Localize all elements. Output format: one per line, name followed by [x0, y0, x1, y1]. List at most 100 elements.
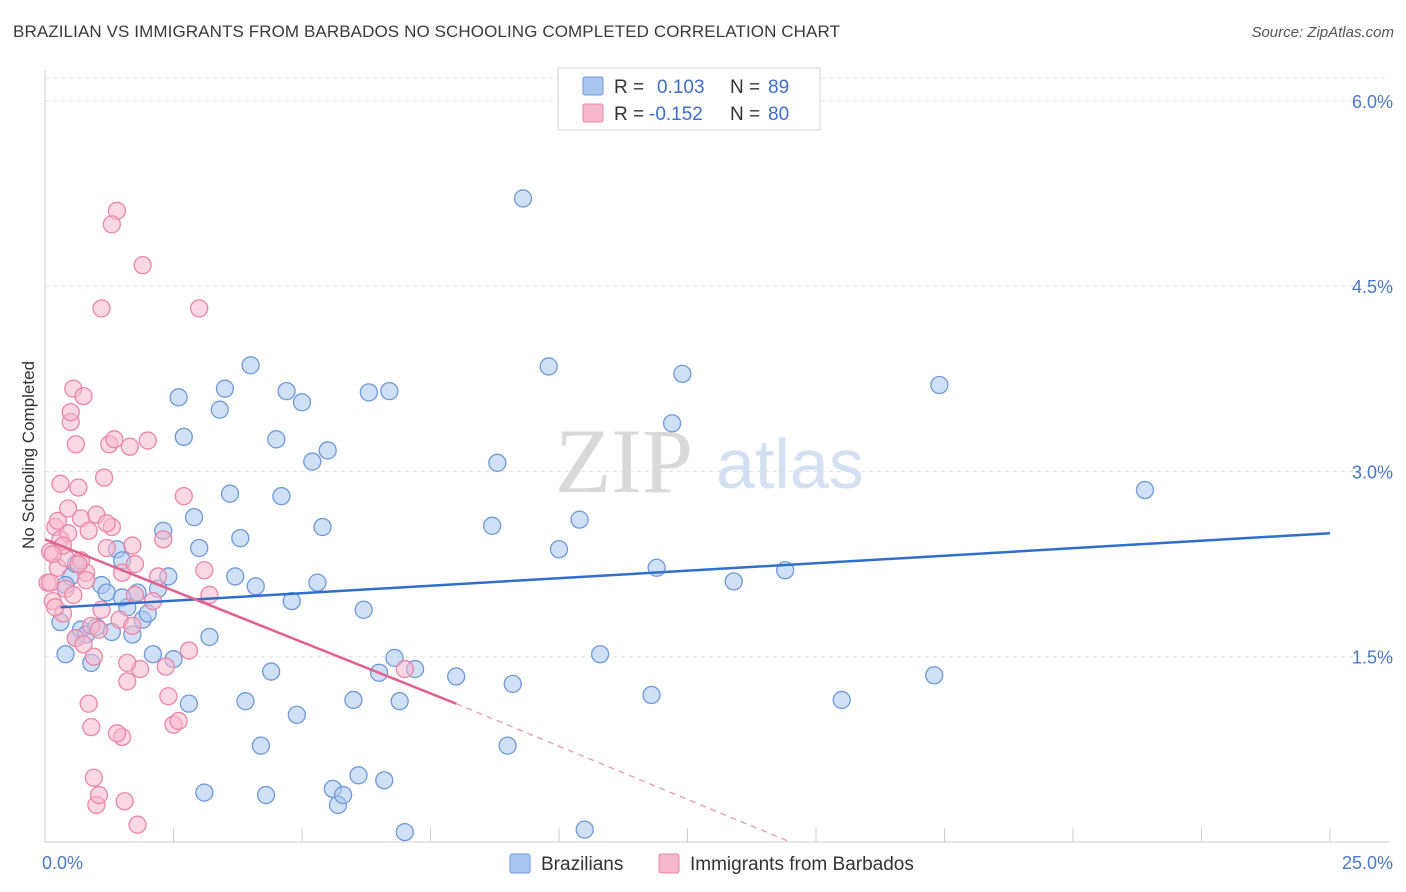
- y-tick-label: 6.0%: [1352, 92, 1393, 112]
- brazilian-point: [267, 430, 286, 449]
- brazilian-point: [832, 690, 851, 710]
- barbados-point: [79, 694, 98, 713]
- brazilian-point: [195, 783, 214, 802]
- brazilian-point: [354, 600, 373, 619]
- barbados-point: [156, 657, 175, 676]
- brazilian-point: [333, 785, 353, 805]
- barbados-point: [74, 386, 93, 406]
- brazilian-point: [313, 517, 332, 537]
- bottom-legend-label-brazilians: Brazilians: [541, 854, 623, 875]
- brazilian-point: [262, 662, 281, 681]
- barbados-point: [40, 573, 60, 592]
- barbados-point: [123, 616, 142, 635]
- brazilian-point: [390, 692, 409, 711]
- barbados-point: [159, 687, 178, 706]
- barbados-point: [174, 486, 193, 506]
- barbados-point: [89, 785, 109, 805]
- brazilian-point: [673, 364, 692, 384]
- y-tick-label: 1.5%: [1352, 648, 1393, 668]
- barbados-point: [133, 256, 152, 275]
- legend-n-value-blue: 89: [768, 77, 789, 98]
- brazilian-point: [231, 528, 250, 548]
- brazilian-point: [210, 400, 229, 419]
- brazilian-point: [241, 356, 260, 375]
- barbados-point: [43, 545, 62, 564]
- x-tick-label-max: 25.0%: [1342, 853, 1393, 873]
- brazilian-point: [215, 379, 235, 398]
- series-barbados: [38, 201, 414, 834]
- brazilian-point: [256, 785, 276, 805]
- barbados-point: [120, 437, 139, 456]
- legend-r-label-blue: R =: [614, 77, 644, 98]
- brazilian-point: [184, 507, 204, 527]
- y-tick-label: 3.0%: [1352, 462, 1393, 482]
- bottom-legend-label-barbados: Immigrants from Barbados: [690, 854, 914, 875]
- barbados-point: [61, 403, 80, 422]
- barbados-point: [138, 431, 157, 450]
- legend-n-label-pink: N =: [730, 104, 760, 125]
- brazilian-point: [190, 538, 209, 558]
- brazilian-point: [503, 674, 522, 694]
- barbados-point: [125, 554, 145, 574]
- brazilian-point: [513, 189, 533, 208]
- bottom-legend-swatch-barbados: [658, 853, 680, 874]
- brazilian-point: [97, 583, 116, 602]
- brazilian-point: [539, 357, 558, 376]
- barbados-point: [123, 536, 142, 555]
- barbados-point: [154, 530, 173, 549]
- brazilian-point: [272, 486, 291, 506]
- brazilian-point: [220, 484, 240, 503]
- legend-r-value-pink: -0.152: [649, 104, 703, 125]
- brazilian-point: [575, 820, 594, 839]
- trend-line-barbados-extrapolated: [455, 703, 791, 843]
- barbados-point: [69, 478, 88, 497]
- barbados-point: [66, 435, 85, 454]
- trend-line-barbados: [44, 538, 457, 705]
- barbados-point: [51, 474, 70, 493]
- legend-n-label-blue: N =: [730, 77, 760, 98]
- brazilian-point: [308, 573, 327, 592]
- brazilian-point: [395, 822, 414, 842]
- brazilian-point: [344, 690, 363, 710]
- brazilian-point: [447, 667, 466, 686]
- legend-r-label-pink: R =: [614, 104, 644, 125]
- barbados-point: [195, 561, 214, 580]
- trend-line-brazilians: [60, 531, 1331, 609]
- barbados-point: [115, 792, 134, 811]
- barbados-point: [107, 724, 127, 743]
- brazilian-point: [662, 414, 682, 433]
- bottom-legend-swatch-brazilians: [509, 853, 531, 874]
- brazilian-point: [56, 645, 75, 664]
- brazilian-point: [277, 382, 296, 401]
- barbados-point: [84, 647, 103, 666]
- brazilian-point: [200, 627, 219, 647]
- legend-r-value-blue: 0.103: [657, 77, 705, 98]
- barbados-point: [395, 659, 414, 679]
- barbados-point: [48, 511, 67, 530]
- barbados-point: [128, 815, 147, 834]
- brazilian-point: [174, 427, 193, 447]
- brazilian-point: [380, 382, 399, 401]
- barbados-point: [200, 585, 219, 605]
- correlation-legend: R = 0.103 N = 89 R = -0.152 N = 80: [557, 67, 821, 131]
- brazilian-point: [143, 645, 163, 664]
- barbados-point: [102, 215, 121, 234]
- brazilian-point: [930, 375, 949, 395]
- source-credit: Source: ZipAtlas.com: [1251, 24, 1394, 41]
- brazilian-point: [642, 685, 661, 705]
- legend-swatch-pink: [582, 103, 604, 123]
- barbados-point: [125, 585, 145, 605]
- y-tick-labels: 1.5% 3.0% 4.5% 6.0%: [1352, 92, 1393, 668]
- brazilian-point: [483, 516, 502, 535]
- brazilian-point: [570, 510, 589, 529]
- brazilian-point: [1135, 480, 1155, 500]
- brazilian-point: [287, 705, 307, 724]
- barbados-point: [79, 521, 98, 540]
- brazilian-point: [488, 453, 507, 472]
- y-tick-label: 4.5%: [1352, 277, 1393, 297]
- brazilian-point: [318, 441, 337, 460]
- brazilian-point: [236, 692, 255, 711]
- barbados-point: [179, 641, 199, 660]
- barbados-point: [92, 299, 111, 318]
- barbados-point: [190, 299, 209, 318]
